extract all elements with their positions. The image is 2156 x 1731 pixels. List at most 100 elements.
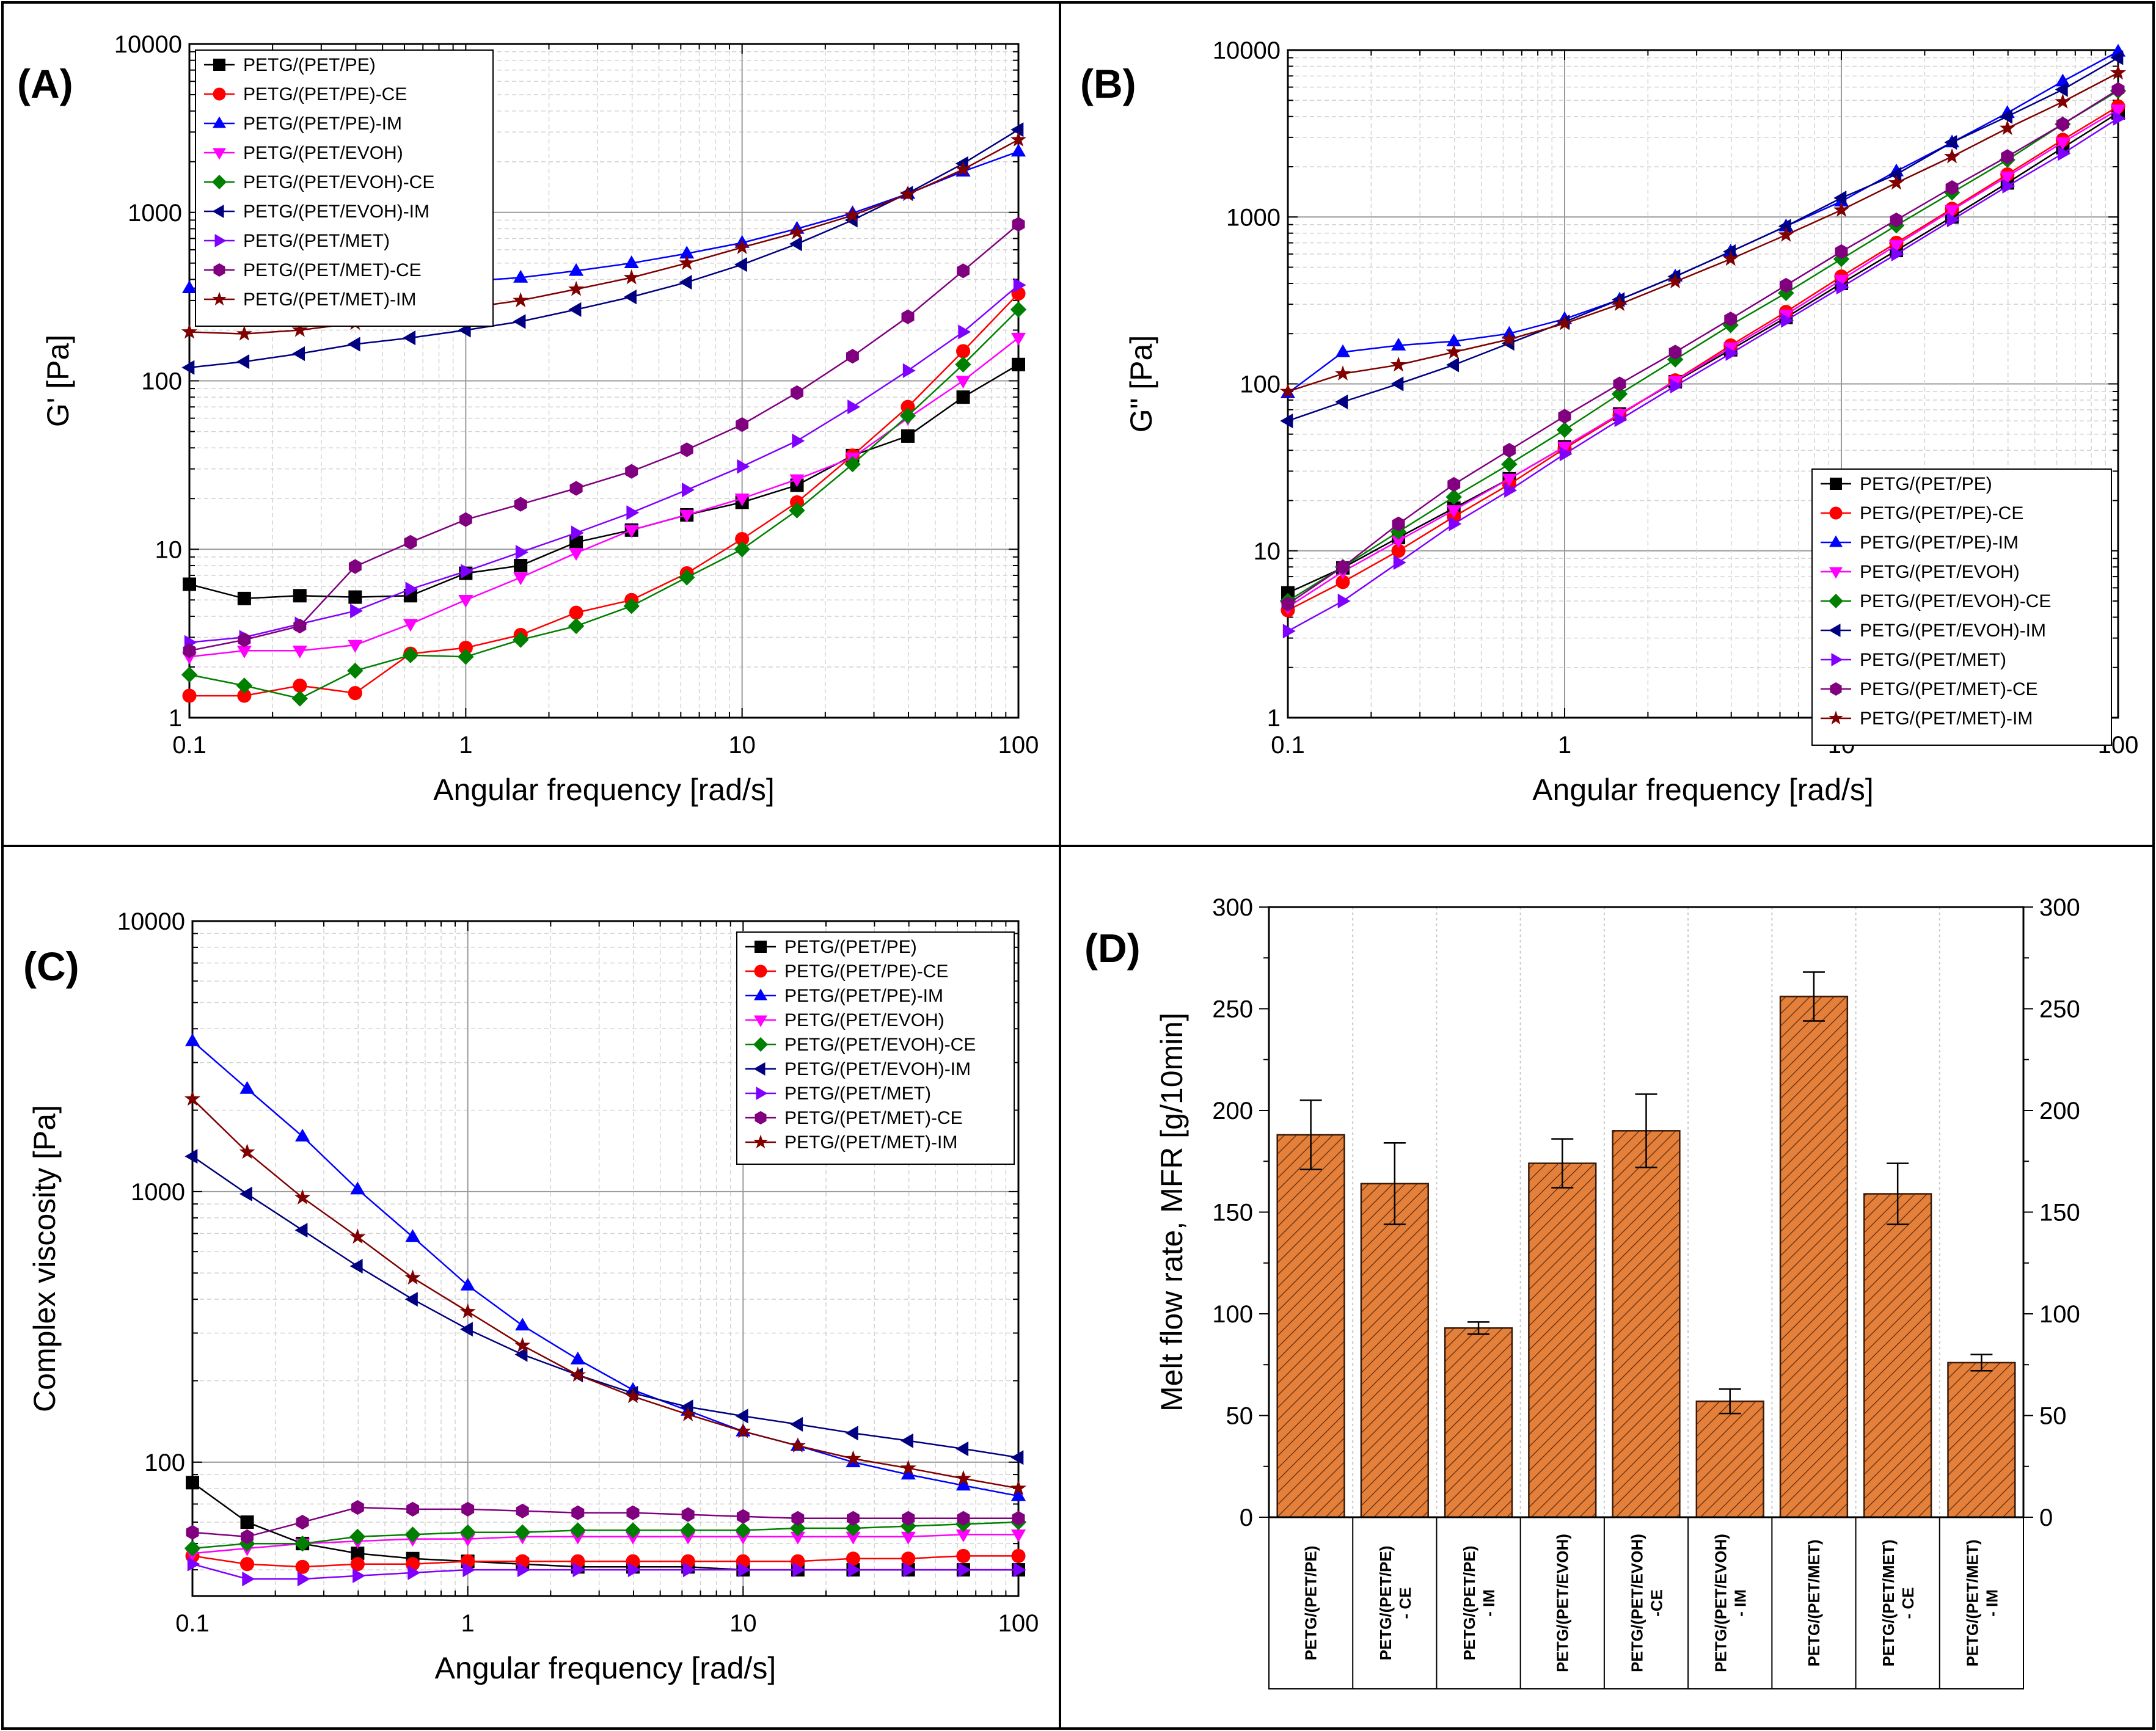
data-point	[237, 688, 252, 703]
data-point	[1390, 356, 1407, 372]
series-line	[192, 1098, 1019, 1489]
data-point	[404, 1292, 418, 1307]
data-point	[956, 376, 971, 389]
data-point	[844, 206, 861, 222]
data-point	[514, 1337, 531, 1352]
legend-marker	[754, 988, 767, 1000]
series-line	[1287, 72, 2119, 393]
legend-label: PETG/(PET/MET)-CE	[784, 1108, 963, 1128]
series-line	[1287, 106, 2119, 611]
data-point	[2000, 109, 2012, 124]
data-point	[461, 564, 473, 579]
panel-d-label: (D)	[1084, 925, 1141, 971]
data-point	[568, 280, 585, 296]
series-petg-pet-met-ce	[1281, 82, 2125, 611]
series-petg-pet-evoh-ce	[181, 301, 1027, 707]
bar-petg-pet-pe-im	[1444, 1327, 1513, 1518]
data-point	[680, 1406, 696, 1421]
data-point	[2113, 111, 2126, 126]
data-point	[513, 292, 529, 308]
data-point	[734, 541, 750, 558]
error-bar	[1635, 1093, 1657, 1168]
data-point	[1611, 296, 1628, 312]
series-line	[192, 1563, 1018, 1580]
data-point	[459, 512, 472, 527]
data-point	[238, 632, 251, 647]
data-point	[1391, 544, 1406, 558]
y-tick-label-right: 150	[2039, 1200, 2080, 1226]
data-point	[458, 649, 474, 665]
data-point	[514, 1524, 531, 1540]
data-point	[1281, 596, 1295, 611]
data-point	[347, 337, 360, 352]
legend: PETG/(PET/PE) PETG/(PET/PE)-CE PETG/(PET/P…	[195, 49, 494, 327]
data-point	[623, 598, 640, 614]
data-point	[1393, 555, 1406, 570]
data-point	[624, 290, 637, 305]
legend-box	[195, 49, 494, 327]
data-point	[2058, 146, 2071, 161]
y-tick-label: 10	[1254, 538, 1281, 565]
data-point	[236, 354, 250, 370]
data-point	[294, 1223, 308, 1238]
x-tick-label: 0.1	[1271, 732, 1305, 759]
series-petg-pet-met	[1282, 111, 2126, 639]
data-point	[900, 1459, 916, 1475]
data-point	[1722, 250, 1739, 266]
series-petg-pet-met	[187, 1556, 1026, 1587]
legend-item-petg-pet-evoh-ce: PETG/(PET/EVOH)-CE	[1821, 591, 2051, 611]
category-table	[1268, 1517, 2024, 1689]
series-line	[189, 284, 1019, 643]
series-line	[1287, 109, 2119, 608]
y-tick-label: 150	[1212, 1200, 1253, 1226]
legend-item-petg-pet-met: PETG/(PET/MET)	[745, 1084, 931, 1104]
data-point	[902, 1511, 915, 1526]
legend-label: PETG/(PET/MET)	[784, 1084, 931, 1104]
category-label-petg-pet-met-ce: PETG/(PET/MET)- CE	[1879, 1540, 1917, 1667]
data-point	[347, 662, 364, 679]
data-point	[185, 1149, 198, 1164]
data-point	[1835, 244, 1848, 260]
data-point	[350, 603, 363, 619]
series-line	[192, 1156, 1019, 1459]
data-point	[1335, 394, 1348, 410]
data-point	[1888, 239, 1904, 253]
legend: PETG/(PET/PE) PETG/(PET/PE)-CE PETG/(PET/P…	[1811, 468, 2112, 746]
data-point	[681, 1507, 695, 1522]
data-point	[847, 1511, 860, 1526]
y-tick-label: 1000	[1226, 204, 1281, 231]
data-point	[1556, 315, 1573, 330]
data-point	[348, 686, 362, 701]
data-point	[183, 643, 196, 658]
data-point	[846, 349, 859, 364]
data-point	[349, 1258, 363, 1274]
data-point	[1391, 337, 1406, 351]
bar-petg-pet-met	[1779, 996, 1849, 1518]
data-point	[790, 1531, 805, 1545]
error-bar	[1802, 971, 1825, 1022]
data-point	[1945, 180, 1959, 195]
y-tick-label: 10000	[114, 31, 182, 58]
data-point	[1337, 593, 1351, 609]
legend-item-petg-pet-pe-ce: PETG/(PET/PE)-CE	[1821, 503, 2023, 523]
data-point	[461, 1501, 475, 1517]
data-point	[955, 161, 971, 177]
legend-item-petg-pet-met-ce: PETG/(PET/MET)-CE	[204, 260, 422, 280]
category-label-petg-pet-pe-im: PETG/(PET/PE)- IM	[1460, 1546, 1498, 1661]
x-tick-label: 100	[998, 732, 1039, 759]
legend-marker	[1829, 506, 1843, 520]
data-point	[2111, 82, 2125, 97]
data-point	[845, 1520, 861, 1537]
data-point	[350, 1557, 365, 1572]
data-point	[402, 647, 419, 663]
legend-item-petg-pet-evoh-im: PETG/(PET/EVOH)-IM	[1821, 621, 2046, 641]
data-point	[293, 618, 307, 634]
data-point	[734, 257, 747, 272]
legend-marker	[212, 205, 224, 218]
data-point	[735, 1522, 751, 1539]
bar-petg-pet-met-ce	[1863, 1193, 1932, 1518]
data-point	[1446, 505, 1461, 518]
data-point	[571, 525, 584, 541]
data-point	[460, 1322, 473, 1337]
data-point	[901, 1433, 913, 1448]
